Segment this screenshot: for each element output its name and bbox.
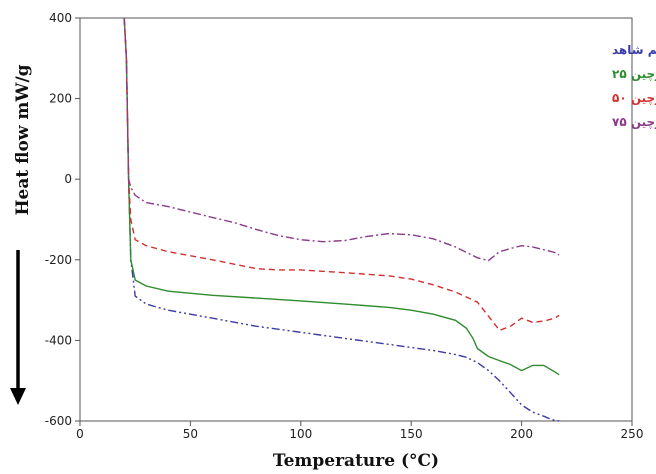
series-line-1	[123, 17, 560, 422]
y-tick-label: -600	[45, 414, 72, 428]
legend: فیلم شاهد فیلم دارچین ۲۵ فیلم دارچین ۵۰ فیل…	[612, 43, 656, 129]
axes: 0 50 100 150 200 250 -600 -400 -200 0 200 400	[45, 11, 644, 441]
legend-entry-3: فیلم دارچین ۵۰	[612, 91, 656, 105]
y-tick-label: -200	[45, 253, 72, 267]
y-tick-label: 0	[64, 172, 72, 186]
x-tick-label: 50	[183, 427, 198, 441]
series-lines	[123, 17, 560, 422]
plot-area	[79, 17, 633, 422]
x-tick-label: 100	[289, 427, 312, 441]
series-line-2	[123, 17, 560, 376]
y-tick-label: -400	[45, 333, 72, 347]
x-tick-label: 0	[76, 427, 84, 441]
legend-entry-1: فیلم شاهد	[612, 43, 656, 57]
x-tick-label: 250	[621, 427, 644, 441]
x-axis-title: Temperature (°C)	[273, 451, 439, 471]
series-line-4	[123, 17, 560, 262]
series-line-3	[123, 17, 560, 332]
y-tick-label: 200	[49, 92, 72, 106]
x-tick-label: 200	[510, 427, 533, 441]
legend-entry-2: فیلم دارچین ۲۵	[612, 67, 656, 81]
down-arrow-icon	[10, 250, 26, 405]
y-tick-label: 400	[49, 11, 72, 25]
legend-entry-4: فیلم دارچین ۷۵	[612, 115, 656, 129]
x-tick-label: 150	[400, 427, 423, 441]
y-axis-title: Heat flow mW/g	[13, 64, 33, 215]
